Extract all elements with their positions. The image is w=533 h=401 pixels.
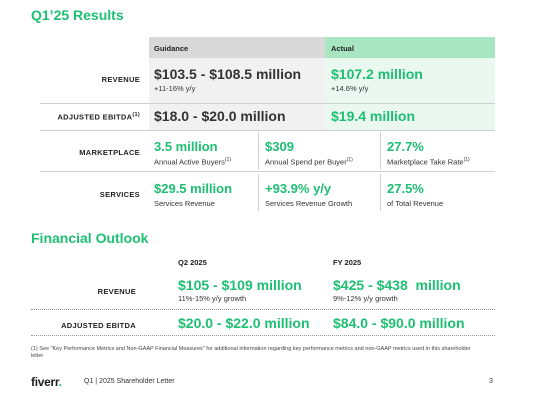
guidance-column-bg [149,58,325,130]
services-revenue-caption: Services Revenue [154,199,215,208]
outlook-q2-revenue-value: $105 - $109 million [178,277,302,293]
services-growth-value: +93.9% y/y [265,181,332,196]
fiverr-logo: fiverr. [31,375,62,389]
services-growth-caption: Services Revenue Growth [265,199,353,208]
outlook-fy-revenue-value: $425 - $438 million [333,277,461,293]
outlook-title: Financial Outlook [31,230,149,246]
outlook-q2-header: Q2 2025 [178,258,207,267]
page-number: 3 [489,378,493,385]
marketplace-take-rate-value: 27.7% [387,139,424,154]
services-separator-1 [258,174,259,211]
outlook-q2-revenue-sub: 11%-15% y/y growth [178,294,247,303]
outlook-revenue-label: REVENUE [97,287,136,296]
revenue-guidance-value: $103.5 - $108.5 million [154,66,302,82]
marketplace-spend-value: $309 [265,139,294,154]
marketplace-buyers-value: 3.5 million [154,139,218,154]
marketplace-row-label: MARKETPLACE [79,148,140,157]
outlook-ebitda-label: ADJUSTED EBITDA [61,321,136,330]
actual-header: Actual [331,44,354,53]
marketplace-separator-1 [258,132,259,169]
marketplace-separator-2 [380,132,381,169]
marketplace-buyers-caption: Annual Active Buyers(1) [154,157,231,167]
ebitda-actual-value: $19.4 million [331,108,416,124]
services-row-label: SERVICES [99,190,140,199]
ebitda-footnote-ref: (1) [132,112,140,118]
services-separator-2 [380,174,381,211]
guidance-header: Guidance [154,44,189,53]
outlook-q2-ebitda-value: $20.0 - $22.0 million [178,315,310,331]
outlook-fy-revenue-sub: 9%-12% y/y growth [333,294,398,303]
ebitda-row-label: ADJUSTED EBITDA(1) [57,112,140,122]
revenue-guidance-sub: +11-16% y/y [154,84,196,93]
results-divider-3 [40,171,495,172]
footnote: (1) See "Key Performance Metrics and Non… [31,346,471,359]
actual-column-bg [325,58,495,130]
results-title: Q1’25 Results [31,7,124,23]
revenue-actual-value: $107.2 million [331,66,423,82]
services-share-value: 27.5% [387,181,424,196]
revenue-row-label: REVENUE [101,75,140,84]
outlook-divider-bottom [31,335,495,336]
outlook-fy-header: FY 2025 [333,258,362,267]
footer-text: Q1 | 2025 Shareholder Letter [84,378,175,385]
actual-header-bg [325,37,495,58]
guidance-header-bg [149,37,325,58]
outlook-fy-ebitda-value: $84.0 - $90.0 million [333,315,465,331]
results-divider-2 [40,130,495,131]
services-share-caption: of Total Revenue [387,199,444,208]
ebitda-guidance-value: $18.0 - $20.0 million [154,108,286,124]
services-revenue-value: $29.5 million [154,181,233,196]
outlook-divider [31,309,495,310]
marketplace-spend-caption: Annual Spend per Buyer(1) [265,157,353,167]
marketplace-take-rate-caption: Marketplace Take Rate(1) [387,157,470,167]
results-divider-1 [40,103,495,104]
revenue-actual-sub: +14.6% y/y [331,84,369,93]
